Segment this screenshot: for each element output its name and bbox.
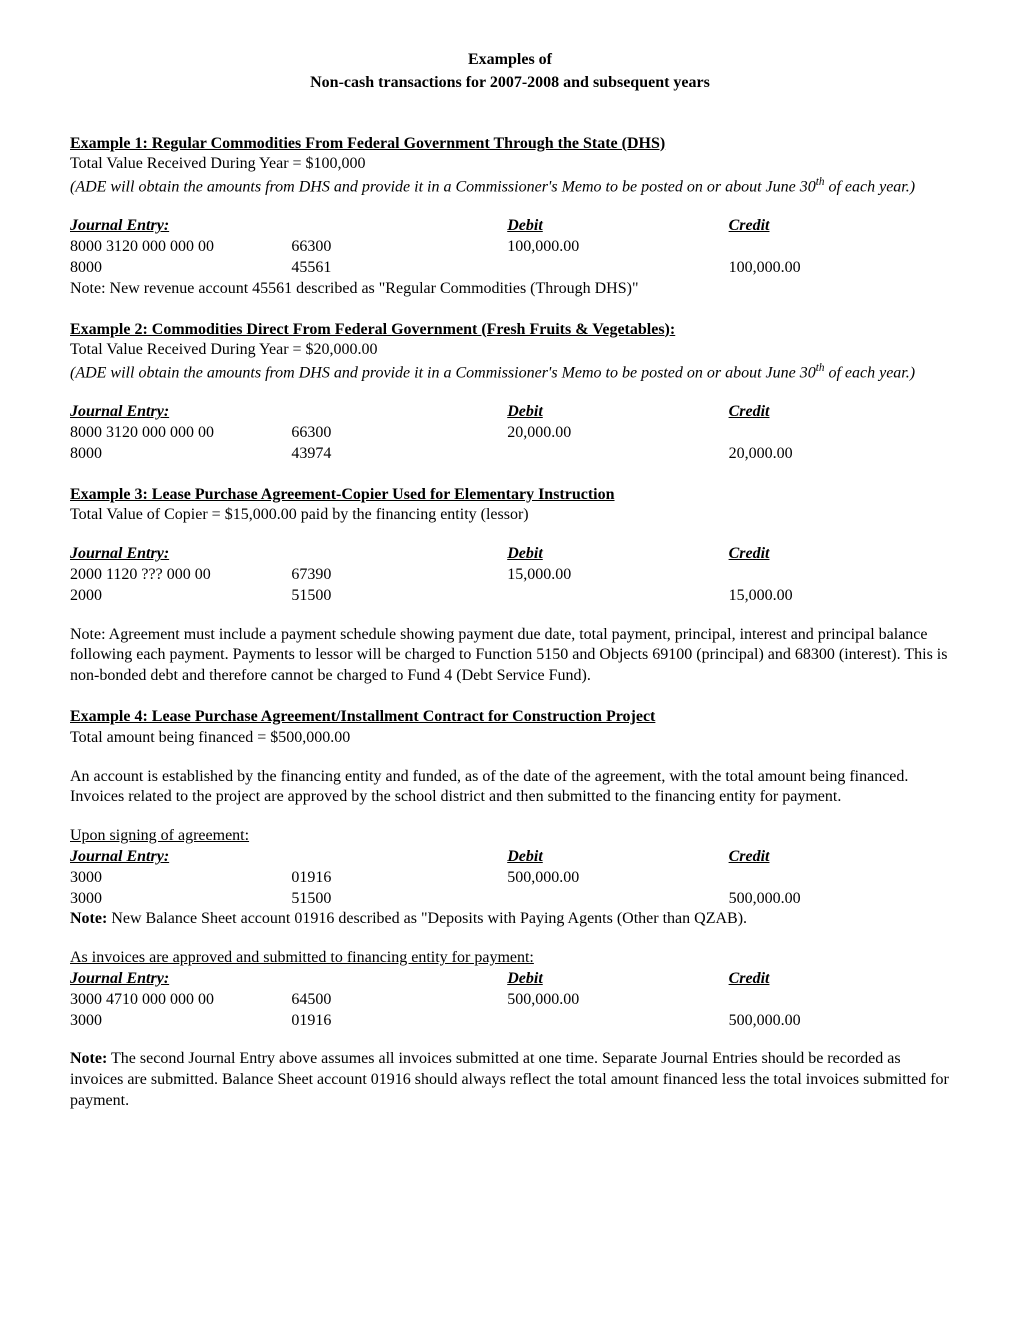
example4-paragraph: An account is established by the financi… [70,767,950,809]
journal-entry-label: Journal Entry: [70,544,291,565]
title-line1: Examples of [70,50,950,71]
credit-header: Credit [729,847,950,868]
journal-entry-label: Journal Entry: [70,847,291,868]
table-row: 3000 01916 500,000.00 [70,1011,950,1032]
debit-header: Debit [507,847,728,868]
example3: Example 3: Lease Purchase Agreement-Copi… [70,485,950,687]
example3-journal-table: Journal Entry: Debit Credit 2000 1120 ??… [70,544,950,606]
table-row: 3000 4710 000 000 00 64500 500,000.00 [70,990,950,1011]
example4-note1: Note: New Balance Sheet account 01916 de… [70,909,950,930]
table-row: 8000 43974 20,000.00 [70,444,950,465]
table-row: 3000 01916 500,000.00 [70,868,950,889]
example1: Example 1: Regular Commodities From Fede… [70,134,950,300]
debit-header: Debit [507,544,728,565]
example4-journal-table-2: Journal Entry: Debit Credit 3000 4710 00… [70,969,950,1031]
example4-sub2: As invoices are approved and submitted t… [70,948,950,969]
example4-total: Total amount being financed = $500,000.0… [70,728,950,749]
table-row: 2000 1120 ??? 000 00 67390 15,000.00 [70,565,950,586]
example3-total: Total Value of Copier = $15,000.00 paid … [70,505,950,526]
example3-heading: Example 3: Lease Purchase Agreement-Copi… [70,485,950,506]
example4-journal-table-1: Journal Entry: Debit Credit 3000 01916 5… [70,847,950,909]
example1-heading: Example 1: Regular Commodities From Fede… [70,134,950,155]
credit-header: Credit [729,402,950,423]
table-row: 2000 51500 15,000.00 [70,586,950,607]
document-title: Examples of Non-cash transactions for 20… [70,50,950,94]
journal-entry-label: Journal Entry: [70,969,291,990]
title-line2: Non-cash transactions for 2007-2008 and … [70,73,950,94]
example4-note2: Note: The second Journal Entry above ass… [70,1049,950,1111]
debit-header: Debit [507,402,728,423]
example3-note: Note: Agreement must include a payment s… [70,625,950,687]
example2-journal-table: Journal Entry: Debit Credit 8000 3120 00… [70,402,950,464]
table-row: 8000 3120 000 000 00 66300 100,000.00 [70,237,950,258]
journal-entry-label: Journal Entry: [70,402,291,423]
example2-heading: Example 2: Commodities Direct From Feder… [70,320,950,341]
table-row: 3000 51500 500,000.00 [70,889,950,910]
journal-entry-label: Journal Entry: [70,216,291,237]
example1-journal-table: Journal Entry: Debit Credit 8000 3120 00… [70,216,950,278]
example4-sub1: Upon signing of agreement: [70,826,950,847]
example2: Example 2: Commodities Direct From Feder… [70,320,950,465]
credit-header: Credit [729,216,950,237]
table-row: 8000 45561 100,000.00 [70,258,950,279]
debit-header: Debit [507,216,728,237]
example1-ade-note: (ADE will obtain the amounts from DHS an… [70,175,950,198]
debit-header: Debit [507,969,728,990]
example2-total: Total Value Received During Year = $20,0… [70,340,950,361]
example2-ade-note: (ADE will obtain the amounts from DHS an… [70,361,950,384]
example1-total: Total Value Received During Year = $100,… [70,154,950,175]
credit-header: Credit [729,969,950,990]
example4: Example 4: Lease Purchase Agreement/Inst… [70,707,950,1112]
example4-heading: Example 4: Lease Purchase Agreement/Inst… [70,707,950,728]
example1-note: Note: New revenue account 45561 describe… [70,279,950,300]
credit-header: Credit [729,544,950,565]
table-row: 8000 3120 000 000 00 66300 20,000.00 [70,423,950,444]
